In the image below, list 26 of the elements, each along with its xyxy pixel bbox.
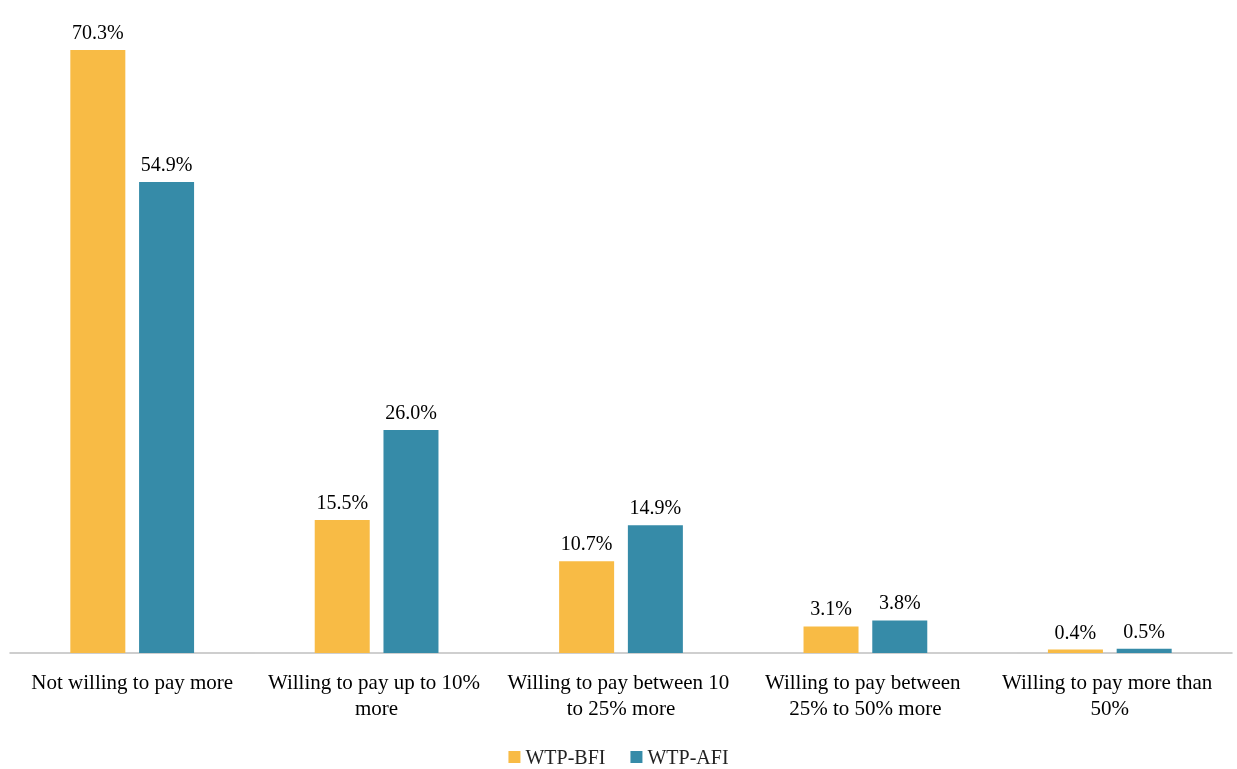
x-tick-label: Willing to pay up to 10% more (267, 670, 486, 720)
data-label: 0.4% (1054, 620, 1097, 643)
bar (559, 561, 615, 653)
bar (627, 525, 683, 653)
x-tick-label: Willing to pay between 25% to 50% more (764, 670, 966, 720)
data-label: 14.9% (629, 496, 682, 519)
bar (139, 182, 195, 653)
bar (1116, 648, 1172, 653)
bar (383, 429, 439, 653)
data-label: 0.5% (1123, 619, 1166, 642)
data-label: 3.1% (810, 597, 852, 620)
bar (314, 520, 370, 653)
data-label: 26.0% (385, 400, 437, 423)
bar (872, 620, 928, 653)
bar (803, 626, 859, 653)
legend-label: WTP-AFI (647, 746, 729, 768)
bar (70, 50, 126, 653)
x-tick-label: Willing to pay more than 50% (1002, 670, 1218, 720)
data-label: 3.8% (878, 591, 921, 614)
data-label: 15.5% (316, 491, 369, 514)
legend-label: WTP-BFI (525, 746, 606, 768)
data-label: 70.3% (71, 21, 124, 43)
data-label: 54.9% (140, 153, 193, 176)
x-tick-label: Not willing to pay more (31, 670, 234, 694)
data-label: 10.7% (560, 532, 613, 555)
x-tick-label: Willing to pay between 10 to 25% more (507, 670, 735, 720)
